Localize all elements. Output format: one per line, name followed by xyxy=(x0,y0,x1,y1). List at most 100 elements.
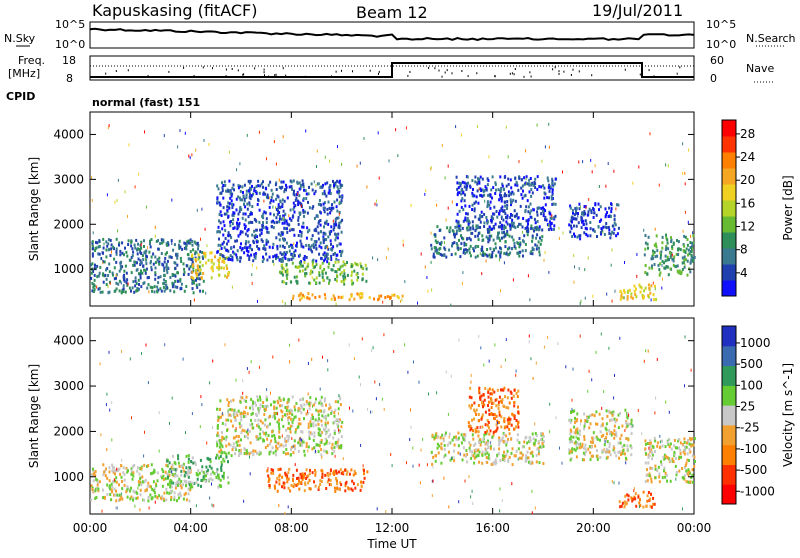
range-cell xyxy=(265,187,267,190)
range-cell xyxy=(649,498,651,501)
range-cell xyxy=(359,292,361,295)
range-cell xyxy=(659,184,660,187)
range-cell xyxy=(517,242,519,245)
range-cell xyxy=(276,221,278,224)
range-cell xyxy=(479,214,481,217)
range-cell xyxy=(680,452,682,455)
range-cell xyxy=(678,470,680,473)
range-cell xyxy=(456,230,458,233)
range-cell xyxy=(599,413,601,416)
range-cell xyxy=(102,291,104,294)
range-cell xyxy=(490,413,492,416)
range-cell xyxy=(220,479,222,482)
range-cell xyxy=(146,344,147,347)
range-cell xyxy=(608,410,609,413)
range-cell xyxy=(406,126,407,129)
range-cell xyxy=(364,477,366,480)
range-cell xyxy=(171,239,173,242)
range-cell xyxy=(288,245,290,248)
range-cell xyxy=(336,254,338,257)
range-cell xyxy=(267,405,269,408)
range-cell xyxy=(409,438,410,441)
range-cell xyxy=(501,388,503,391)
range-cell xyxy=(493,206,495,209)
range-cell xyxy=(541,160,542,163)
range-cell xyxy=(538,185,540,188)
range-cell xyxy=(234,452,236,455)
range-cell xyxy=(530,195,532,198)
range-cell xyxy=(538,250,540,253)
nave-point xyxy=(524,76,525,78)
range-cell xyxy=(130,259,132,262)
range-cell xyxy=(677,264,679,267)
range-cell xyxy=(479,188,480,191)
range-cell xyxy=(275,440,277,443)
range-cell xyxy=(522,197,524,200)
range-cell xyxy=(318,450,320,453)
range-cell xyxy=(287,399,289,402)
range-cell xyxy=(300,430,302,433)
range-cell xyxy=(575,212,577,215)
range-cell xyxy=(195,242,197,245)
range-cell xyxy=(655,298,657,301)
range-cell xyxy=(571,440,573,443)
range-cell xyxy=(568,223,570,226)
range-cell xyxy=(299,212,301,215)
range-cell xyxy=(313,246,315,249)
range-cell xyxy=(173,290,175,293)
range-cell xyxy=(245,219,247,222)
range-cell xyxy=(470,407,472,410)
range-cell xyxy=(613,396,614,399)
range-cell xyxy=(266,438,268,441)
range-cell xyxy=(529,298,530,301)
range-cell xyxy=(303,417,305,420)
range-cell xyxy=(258,248,260,251)
range-cell xyxy=(191,271,193,274)
range-cell xyxy=(196,504,197,507)
range-cell xyxy=(457,213,459,216)
range-cell xyxy=(503,252,505,255)
range-cell xyxy=(419,381,420,384)
range-cell xyxy=(293,234,295,237)
range-cell xyxy=(119,498,121,501)
range-cell xyxy=(184,480,186,483)
range-cell xyxy=(590,422,592,425)
range-cell xyxy=(335,233,337,236)
range-cell xyxy=(499,439,501,442)
range-cell xyxy=(96,286,97,289)
range-cell xyxy=(178,478,180,481)
range-cell xyxy=(505,406,507,409)
range-cell xyxy=(111,464,113,467)
range-cell xyxy=(667,441,669,444)
range-cell xyxy=(372,256,373,259)
nave-point xyxy=(445,72,446,74)
range-cell xyxy=(220,469,222,472)
range-cell xyxy=(438,451,440,454)
range-cell xyxy=(602,423,604,426)
range-cell xyxy=(330,243,332,246)
range-cell xyxy=(225,423,227,426)
range-cell xyxy=(610,215,612,218)
range-cell xyxy=(117,469,119,472)
range-cell xyxy=(522,239,524,242)
range-cell xyxy=(277,400,279,403)
range-cell xyxy=(190,250,192,253)
range-cell xyxy=(461,197,463,200)
range-cell xyxy=(155,226,156,229)
range-cell xyxy=(216,408,218,411)
range-cell xyxy=(107,274,109,277)
range-cell xyxy=(336,210,338,213)
range-cell xyxy=(583,435,585,438)
range-cell xyxy=(576,412,578,415)
range-cell xyxy=(319,182,320,185)
range-cell xyxy=(506,338,507,341)
range-cell xyxy=(177,280,179,283)
range-cell xyxy=(231,187,233,190)
range-cell xyxy=(619,505,621,508)
range-cell xyxy=(654,285,656,288)
range-cell xyxy=(116,481,118,484)
range-cell xyxy=(614,218,616,221)
range-cell xyxy=(306,445,308,448)
range-cell xyxy=(302,179,304,182)
